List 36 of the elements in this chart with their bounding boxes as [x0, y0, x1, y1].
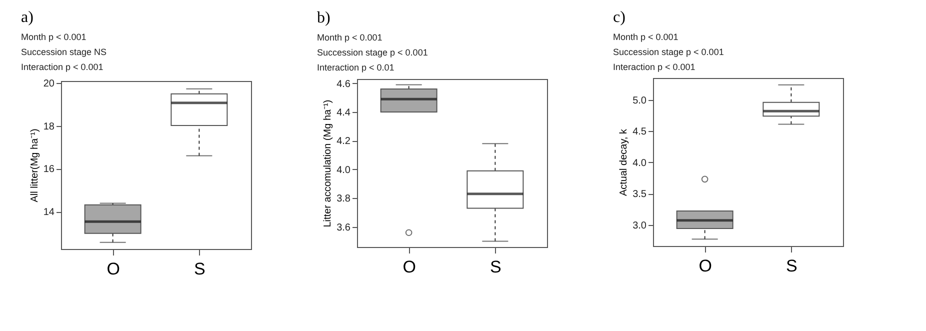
x-tick-label: S [194, 260, 206, 278]
y-tick-label: 3.8 [336, 194, 351, 205]
chart-title: a) [21, 9, 34, 26]
y-tick-label: 4.6 [336, 78, 351, 90]
y-tick-label: 3.6 [336, 222, 351, 234]
x-tick-label: S [490, 258, 502, 276]
text: Month p < 0.001 [613, 32, 678, 42]
chart-title: c) [613, 9, 626, 26]
y-tick-label: 14 [43, 207, 55, 218]
text: Interaction p < 0.001 [21, 62, 104, 72]
y-axis-title: All litter(Mg ha⁻¹) [29, 128, 40, 202]
x-tick-label: O [106, 260, 120, 278]
y-tick-label: 3.5 [632, 189, 647, 200]
y-tick-label: 4.0 [632, 158, 647, 169]
y-tick-label: 4.4 [336, 108, 351, 119]
x-tick-label: S [786, 256, 798, 276]
y-tick-label: 20 [43, 78, 55, 90]
text: Month p < 0.001 [317, 32, 382, 42]
y-tick-label: 16 [43, 164, 55, 176]
y-axis-title: Litter accomulation (Mg ha⁻¹) [322, 100, 334, 228]
text: Succession stage p < 0.001 [317, 47, 428, 58]
y-tick-label: 4.2 [336, 136, 351, 148]
y-tick-label: 3.0 [632, 220, 647, 232]
x-tick-label: O [698, 256, 712, 276]
text: Month p < 0.001 [21, 32, 86, 42]
text: Interaction p < 0.01 [317, 62, 394, 72]
chart-title: b) [317, 9, 330, 26]
text: Succession stage NS [21, 47, 107, 58]
y-axis-title: Actual decay, k [618, 128, 630, 196]
y-tick-label: 4.0 [336, 164, 351, 176]
y-tick-label: 5.0 [632, 95, 647, 106]
text: Succession stage p < 0.001 [613, 47, 724, 57]
text: Interaction p < 0.001 [613, 62, 696, 72]
x-tick-label: O [402, 258, 416, 276]
y-tick-label: 4.5 [632, 126, 647, 138]
y-tick-label: 18 [43, 121, 55, 132]
